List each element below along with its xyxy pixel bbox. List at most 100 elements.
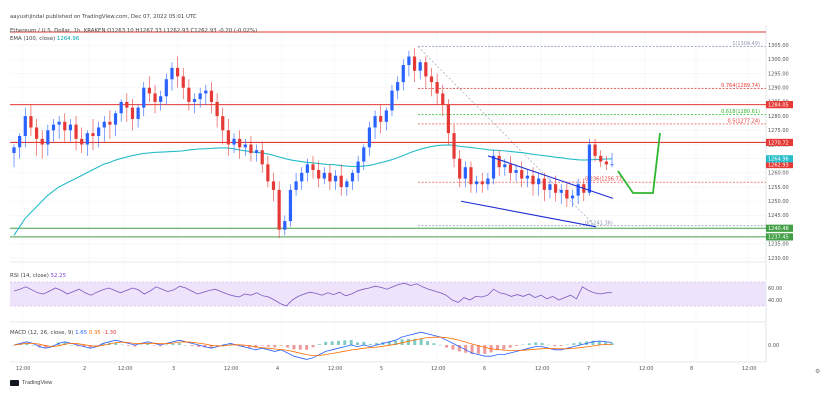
- macd-legend-label: MACD (12, 26, close, 9): [10, 330, 74, 336]
- candle-body: [198, 93, 202, 100]
- candle-body: [204, 90, 208, 94]
- candle-body: [113, 113, 118, 125]
- macd-hist-bar: [394, 341, 398, 345]
- macd-hist-bar: [502, 345, 506, 350]
- candle-body: [80, 138, 84, 145]
- macd-hist-bar: [375, 342, 379, 345]
- macd-hist-bar: [495, 345, 499, 351]
- candle-body: [542, 178, 546, 190]
- candle-body: [587, 144, 592, 193]
- candle-body: [46, 130, 50, 145]
- candle-body: [125, 101, 129, 108]
- ema-legend-value: 1264.96: [56, 36, 80, 42]
- candle-body: [57, 121, 61, 125]
- candle-body: [362, 147, 366, 162]
- candle-body: [401, 65, 405, 83]
- candle-body: [288, 189, 293, 222]
- candle-body: [317, 170, 321, 179]
- candle-body: [18, 135, 22, 148]
- candle-body: [187, 87, 191, 102]
- macd-hist-bar: [330, 341, 334, 345]
- candle-body: [277, 189, 281, 230]
- wedge-lower-line: [460, 200, 597, 228]
- macd-hist-bar: [311, 345, 315, 348]
- macd-hist-bar: [127, 345, 131, 346]
- candle-body: [475, 181, 479, 185]
- candle-body: [181, 76, 185, 88]
- price-tick-label: 1255.00: [768, 185, 789, 191]
- fib-level-label: 0.236(1256.72): [585, 177, 624, 183]
- candle-body: [356, 161, 360, 173]
- macd-hist-bar: [324, 341, 328, 345]
- candle-body: [271, 181, 276, 190]
- candle-body: [232, 138, 236, 145]
- ema-legend: EMA (100, close) 1264.96: [10, 36, 79, 42]
- rsi-tick-label: 40.00: [768, 298, 782, 304]
- candle-body: [559, 189, 563, 193]
- macd-hist-bar: [76, 345, 80, 347]
- macd-hist-bar: [254, 345, 258, 348]
- gear-icon[interactable]: ⚙: [815, 369, 821, 375]
- candle-body: [153, 93, 157, 102]
- macd-value-3: -1.30: [102, 330, 117, 336]
- macd-hist-bar: [305, 345, 309, 350]
- macd-hist-bar: [146, 343, 150, 345]
- candle-body: [209, 90, 214, 102]
- macd-hist-bar: [515, 345, 519, 346]
- macd-hist-bar: [591, 340, 595, 345]
- candle-body: [243, 144, 247, 148]
- price-tick-label: 1300.00: [768, 57, 789, 63]
- candle-body: [537, 178, 541, 185]
- candle-body: [548, 184, 552, 190]
- candle-body: [570, 195, 575, 199]
- macd-hist-bar: [438, 344, 442, 346]
- candle-body: [604, 161, 608, 165]
- price-badge: [766, 224, 793, 232]
- price-tick-label: 1295.00: [768, 71, 789, 77]
- price-tick-label: 1290.00: [768, 86, 789, 92]
- wedge-upper-line: [487, 155, 614, 199]
- macd-hist-bar: [317, 344, 321, 345]
- macd-hist-bar: [419, 338, 423, 345]
- macd-hist-bar: [400, 339, 404, 345]
- price-badge: [766, 160, 793, 169]
- candle-body: [576, 184, 580, 196]
- macd-hist-bar: [260, 345, 264, 346]
- candle-body: [503, 164, 507, 168]
- macd-hist-bar: [82, 345, 86, 347]
- candle-body: [142, 87, 146, 108]
- macd-hist-bar: [196, 345, 200, 347]
- fib-level-label: 0.618(1280.61): [721, 109, 760, 115]
- fib-level-label: 0.5(1277.24): [727, 118, 760, 124]
- macd-hist-bar: [139, 344, 143, 346]
- candle-body: [418, 62, 422, 71]
- price-badge-label: 1284.05: [768, 102, 789, 108]
- macd-hist-bar: [171, 343, 175, 345]
- candle-body: [424, 62, 428, 77]
- candle-body: [305, 164, 309, 173]
- macd-hist-bar: [432, 343, 436, 345]
- candle-body: [23, 116, 27, 136]
- macd-hist-bar: [426, 341, 430, 345]
- macd-hist-bar: [604, 342, 608, 345]
- macd-hist-bar: [476, 345, 480, 354]
- candle-body: [379, 116, 383, 122]
- rsi-legend-label: RSI (14, close): [10, 273, 49, 279]
- candle-body: [97, 127, 101, 136]
- candle-body: [412, 56, 417, 71]
- price-tick-label: 1250.00: [768, 199, 789, 205]
- macd-hist-bar: [95, 345, 99, 346]
- macd-hist-bar: [114, 342, 118, 345]
- rsi-band: [10, 282, 766, 306]
- macd-hist-bar: [597, 341, 601, 345]
- candle-body: [266, 164, 270, 182]
- candle-body: [34, 127, 39, 139]
- macd-hist-bar: [483, 345, 487, 354]
- macd-hist-bar: [610, 342, 614, 345]
- candle-body: [300, 172, 304, 182]
- macd-hist-bar: [559, 345, 563, 346]
- price-tick-label: 1260.00: [768, 171, 789, 177]
- footer-brand[interactable]: TradingView: [10, 380, 52, 386]
- symbol-line: Ethereum / U.S. Dollar, 1h, KRAKEN O1263…: [10, 28, 258, 34]
